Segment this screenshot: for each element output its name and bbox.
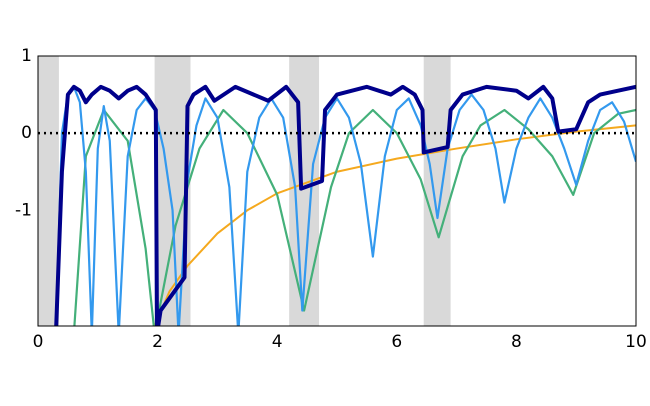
y-tick-label: 1 [21,46,32,66]
plot-lines [38,84,636,326]
y-tick-label: -1 [15,200,32,220]
series-line [153,124,636,326]
bands [38,56,451,326]
series-line [54,84,636,326]
x-tick-label: 6 [391,332,402,352]
x-tick-label: 0 [33,332,44,352]
series-line [73,108,636,326]
x-tick-label: 10 [625,332,647,352]
plot-frame [37,55,637,327]
tick-labels: 0 2 4 6 8 10 -1 0 1 [15,46,647,352]
series-line [55,85,636,326]
x-tick-label: 8 [511,332,522,352]
shaded-band [423,56,451,326]
y-tick-label: 0 [21,123,32,143]
shaded-band [38,56,59,326]
x-tick-label: 2 [152,332,163,352]
x-tick-label: 4 [272,332,283,352]
